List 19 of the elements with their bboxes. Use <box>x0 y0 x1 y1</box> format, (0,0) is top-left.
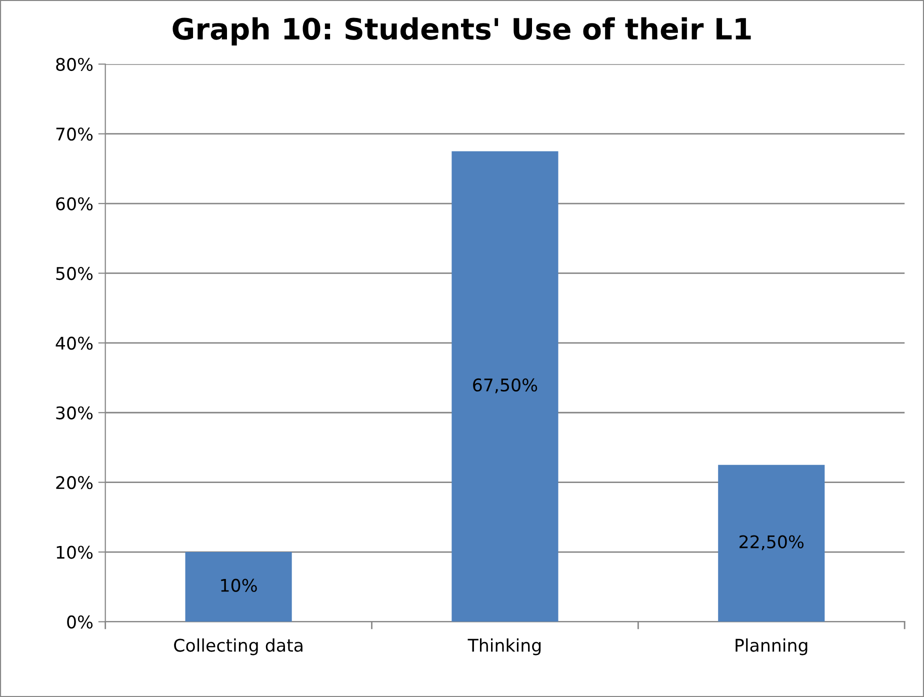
y-tick-label: 40% <box>56 336 93 350</box>
x-tick-label: Collecting data <box>174 638 302 656</box>
y-tick-label: 10% <box>56 546 93 559</box>
y-tick-label: 30% <box>56 406 93 420</box>
y-tick-label: 60% <box>56 197 93 210</box>
data-label: 67,50% <box>473 378 538 394</box>
y-tick-label: 70% <box>56 128 93 141</box>
bar <box>185 552 292 622</box>
y-tick-label: 80% <box>56 58 93 71</box>
chart-title: Graph 10: Students' Use of their L1 <box>172 17 751 46</box>
y-tick-label: 0% <box>67 615 93 629</box>
bar <box>452 151 558 622</box>
x-tick-label: Thinking <box>468 638 541 656</box>
x-tick-label: Planning <box>736 638 808 656</box>
data-label: 22,50% <box>740 535 804 550</box>
data-label: 10% <box>221 578 257 592</box>
bar <box>718 464 825 622</box>
y-tick-label: 20% <box>56 476 93 490</box>
y-tick-label: 50% <box>56 266 93 280</box>
